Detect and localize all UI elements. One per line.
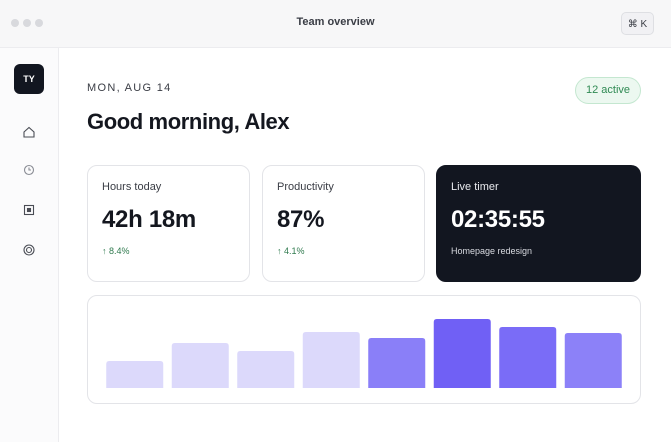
card-delta: ↑ 4.1% [277, 246, 305, 256]
stat-card: Productivity 87% ↑ 4.1% [262, 165, 425, 282]
card-note: Homepage redesign [451, 246, 533, 256]
settings-icon[interactable] [23, 244, 35, 256]
home-icon[interactable] [23, 126, 35, 138]
card-label: Productivity [277, 181, 334, 193]
bar [171, 343, 229, 388]
window-dot[interactable] [11, 19, 19, 27]
bar-chart [106, 319, 622, 388]
card-label: Hours today [102, 181, 162, 193]
card-value: 42h 18m [102, 206, 196, 233]
bar [302, 332, 360, 388]
sidebar-icons [23, 126, 35, 256]
card-delta: ↑ 8.4% [102, 246, 130, 256]
clock-icon[interactable] [23, 164, 35, 176]
bar [564, 333, 622, 388]
greeting: Good morning, Alex [87, 109, 290, 134]
bar [106, 361, 164, 388]
window-title: Team overview [296, 16, 375, 28]
card-value: 87% [277, 206, 325, 233]
bar [433, 319, 491, 388]
timer-card: Live timer 02:35:55 Homepage redesign [436, 165, 641, 282]
bar [368, 338, 426, 388]
date: MON, AUG 14 [87, 82, 172, 94]
status-pill[interactable]: 12 active [575, 77, 641, 104]
command-button[interactable]: ⌘ K [621, 12, 654, 35]
avatar[interactable]: TY [14, 64, 44, 94]
chart-card [87, 295, 641, 404]
card-label: Live timer [451, 181, 499, 193]
window-dot[interactable] [35, 19, 43, 27]
window-dot[interactable] [23, 19, 31, 27]
card-value: 02:35:55 [451, 206, 545, 233]
bar [237, 351, 295, 388]
bar [499, 327, 557, 388]
board-icon[interactable] [23, 204, 35, 216]
stat-card: Hours today 42h 18m ↑ 8.4% [87, 165, 250, 282]
title-bar [0, 0, 671, 48]
